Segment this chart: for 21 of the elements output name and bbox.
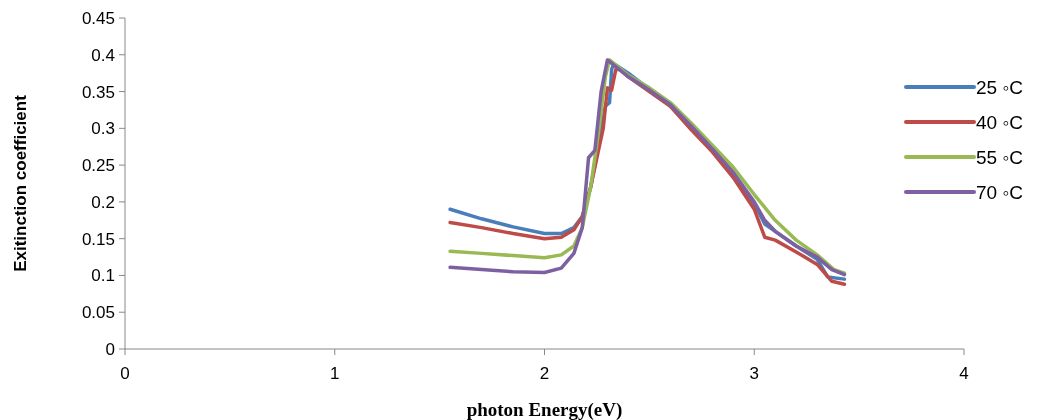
y-tick-label: 0 [105, 340, 115, 359]
y-tick-label: 0.25 [81, 156, 115, 176]
legend-label: 25 ◦C [976, 77, 1023, 98]
y-axis-title: Exitinction coefficient [11, 94, 30, 272]
legend-label: 40 ◦C [976, 112, 1023, 133]
x-tick-label: 2 [539, 364, 550, 383]
x-tick-label: 4 [959, 364, 969, 383]
y-tick-label: 0.45 [81, 9, 115, 28]
y-tick-label: 0.35 [81, 82, 115, 102]
y-tick-label: 0.3 [91, 119, 115, 139]
y-tick-label: 0.05 [81, 303, 115, 323]
y-tick-label: 0.4 [91, 45, 115, 65]
y-tick-label: 0.15 [81, 229, 115, 249]
x-axis-title: photon Energy(eV) [466, 399, 623, 420]
x-tick-label: 1 [330, 364, 340, 383]
y-tick-label: 0.1 [91, 266, 115, 286]
x-tick-label: 3 [749, 364, 759, 383]
y-tick-label: 0.2 [91, 192, 115, 212]
legend-label: 55 ◦C [976, 147, 1023, 168]
legend-label: 70 ◦C [976, 182, 1023, 203]
x-tick-label: 0 [120, 364, 130, 383]
